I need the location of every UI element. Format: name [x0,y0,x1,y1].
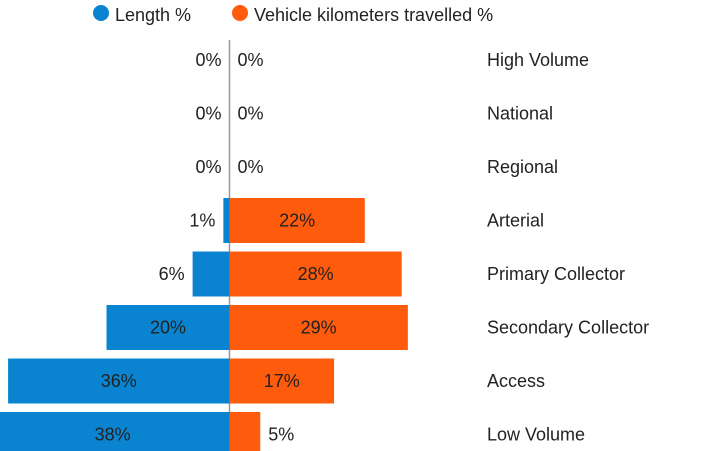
category-label: High Volume [487,50,589,70]
legend-label: Vehicle kilometers travelled % [254,5,493,25]
value-label: 17% [264,371,300,391]
value-label: 0% [195,103,221,123]
category-label: Primary Collector [487,264,625,284]
bar [223,198,230,243]
value-label: 5% [268,424,294,444]
value-label: 0% [238,50,264,70]
legend-marker [93,5,109,21]
bar [0,412,230,451]
bar [229,358,335,404]
value-label: 38% [95,424,131,444]
legend-label: Length % [115,5,191,25]
value-label: 0% [238,103,264,123]
value-label: 0% [238,157,264,177]
value-label: 0% [195,157,221,177]
value-label: 29% [301,317,337,337]
category-label: Access [487,371,545,391]
bar [229,198,365,243]
value-label: 22% [279,210,315,230]
bar [106,305,230,350]
value-label: 20% [150,317,186,337]
value-label: 6% [159,264,185,284]
bar [8,358,230,404]
value-label: 36% [101,371,137,391]
value-label: 1% [189,210,215,230]
category-label: Regional [487,157,558,177]
value-label: 0% [195,50,221,70]
value-label: 28% [298,264,334,284]
bar [192,251,230,297]
category-label: Arterial [487,210,544,230]
legend-marker [232,5,248,21]
bar [229,251,402,297]
bar [229,305,408,350]
bar [229,412,261,451]
category-label: Low Volume [487,424,585,444]
category-label: National [487,103,553,123]
category-label: Secondary Collector [487,317,649,337]
